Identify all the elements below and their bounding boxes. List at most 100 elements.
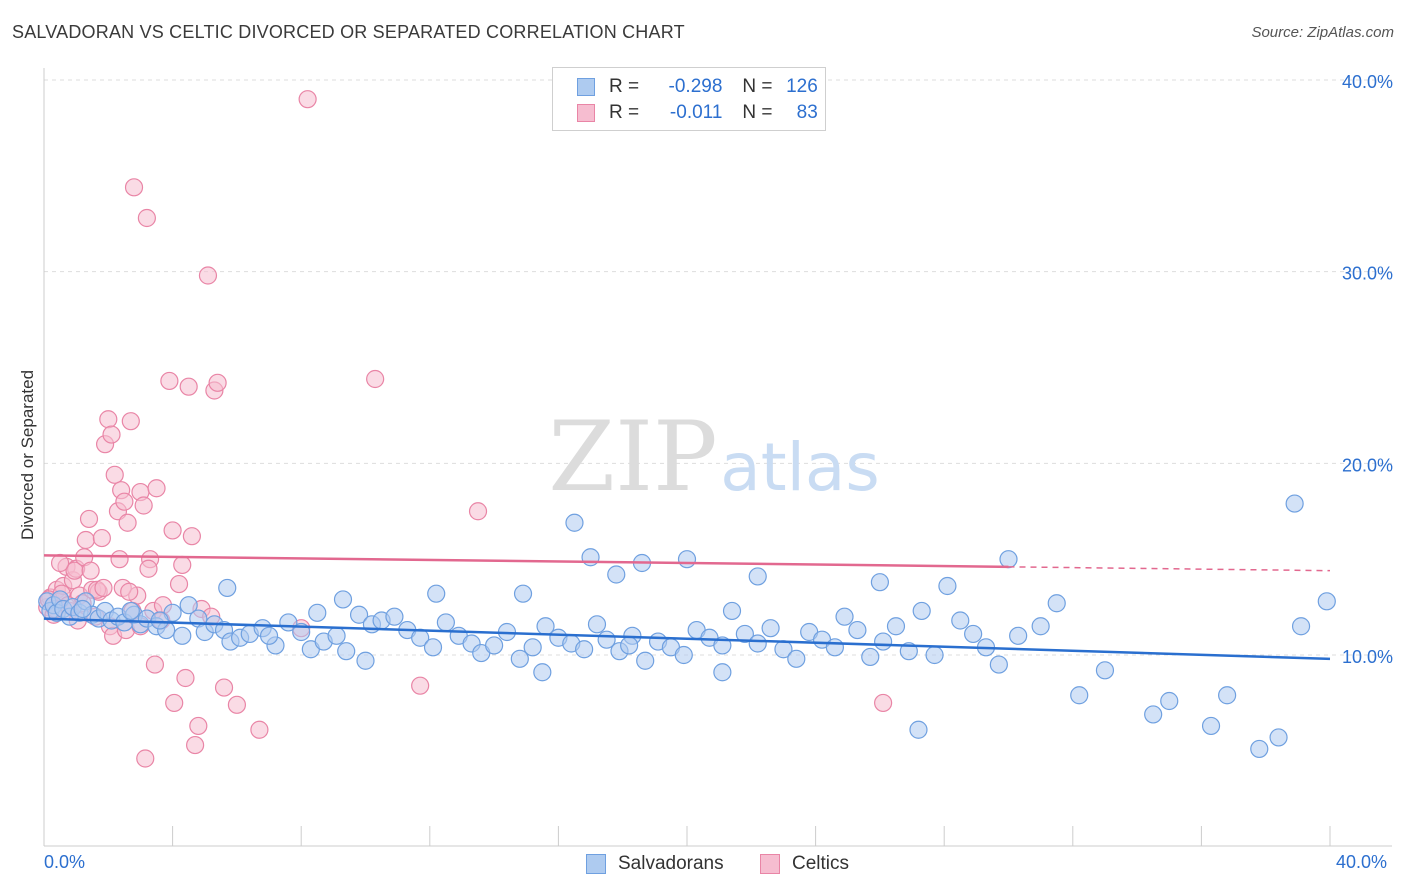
salvadorans-point (581, 548, 600, 567)
salvadorans-point (1031, 617, 1050, 636)
celtics-swatch (577, 104, 595, 122)
salvadorans-point (1009, 626, 1028, 645)
salvadorans-point (607, 565, 626, 584)
salvadorans-point (787, 649, 806, 668)
salvadorans-point (748, 634, 767, 653)
celtics-point (118, 513, 137, 532)
salvadorans-point (1047, 594, 1066, 613)
salvadorans-points (38, 494, 1336, 759)
celtics-point (121, 412, 140, 431)
salvadorans-point (150, 611, 169, 630)
salvadorans-point (1218, 686, 1237, 705)
salvadorans-swatch (586, 854, 606, 874)
celtics-trend-line (43, 554, 1009, 569)
celtics-point (179, 377, 198, 396)
salvadorans-point (861, 647, 880, 667)
celtics-point (176, 668, 195, 688)
salvadorans-point (1250, 739, 1269, 759)
grid-lines (44, 79, 1392, 656)
salvadorans-point (587, 615, 607, 634)
salvadorans-point (835, 607, 854, 626)
celtics-point (110, 550, 129, 569)
celtics-point (79, 509, 99, 529)
celtics-point (76, 530, 95, 550)
salvadorans-point (989, 655, 1008, 674)
celtics-point (163, 521, 182, 540)
salvadorans-point (179, 596, 198, 615)
celtics-point (298, 90, 317, 109)
celtics-point (208, 373, 227, 392)
salvadorans-point (575, 640, 594, 659)
r-value: -0.011 (669, 102, 723, 123)
salvadorans-point (674, 645, 693, 665)
salvadorans-point (938, 576, 957, 596)
n-value: 126 (786, 76, 818, 97)
celtics-point (120, 582, 139, 601)
salvadorans-point (620, 636, 639, 655)
celtics-point (124, 178, 144, 197)
celtics-point (214, 678, 234, 697)
salvadorans-point (337, 642, 356, 661)
source-label: Source: ZipAtlas.com (1251, 24, 1394, 41)
y-tick-label: 20.0% (1342, 455, 1393, 475)
salvadorans-point (925, 645, 944, 665)
celtics-point (366, 369, 385, 389)
salvadorans-point (636, 651, 655, 670)
celtics-point (102, 425, 121, 444)
salvadorans-trend-line (43, 617, 1331, 661)
legend-row-salvadorans: R = -0.298 N = 126 (577, 76, 818, 98)
celtics-point (115, 492, 134, 511)
celtics-point (134, 496, 153, 515)
celtics-point (198, 266, 218, 285)
celtics-point (874, 693, 893, 713)
salvadorans-point (423, 638, 443, 657)
r-label: R = (609, 76, 640, 97)
salvadorans-point (121, 601, 140, 621)
salvadorans-point (1144, 705, 1163, 724)
legend-item-celtics[interactable]: Celtics (760, 852, 849, 876)
legend-item-salvadorans[interactable]: Salvadorans (586, 852, 724, 876)
salvadorans-point (748, 567, 767, 586)
celtics-point (81, 561, 100, 580)
salvadorans-point (523, 638, 542, 657)
n-label: N = (742, 102, 773, 123)
salvadorans-point (1201, 716, 1221, 736)
watermark-atlas: atlas (720, 429, 880, 506)
salvadorans-point (173, 626, 192, 645)
salvadorans-point (513, 584, 533, 603)
celtics-point (50, 553, 70, 573)
salvadorans-point (1269, 728, 1288, 747)
celtics-points (38, 90, 893, 768)
salvadorans-point (951, 611, 970, 630)
celtics-point (468, 502, 488, 521)
celtics-point (182, 527, 201, 546)
chart-title: SALVADORAN VS CELTIC DIVORCED OR SEPARAT… (12, 22, 685, 42)
x-tick-label-max: 40.0% (1336, 852, 1388, 872)
salvadorans-point (1070, 686, 1089, 705)
celtics-trend-extension (1008, 566, 1331, 572)
r-label: R = (609, 102, 640, 123)
n-value: 83 (796, 102, 818, 123)
salvadorans-point (964, 624, 983, 644)
salvadorans-point (677, 550, 697, 569)
celtics-point (411, 676, 430, 695)
salvadorans-point (308, 603, 327, 622)
celtics-point (99, 410, 118, 429)
celtics-point (165, 693, 184, 713)
r-value: -0.298 (668, 76, 723, 97)
salvadorans-point (333, 590, 353, 609)
celtics-point (137, 208, 156, 228)
legend-label-salvadorans: Salvadorans (618, 853, 724, 874)
celtics-point (186, 735, 205, 755)
salvadorans-point (1285, 494, 1304, 513)
salvadorans-point (735, 624, 754, 644)
salvadorans-point (1095, 661, 1115, 680)
salvadorans-point (259, 626, 279, 645)
legend-label-celtics: Celtics (792, 853, 850, 874)
celtics-point (145, 655, 165, 674)
salvadorans-point (722, 601, 742, 621)
salvadorans-point (909, 720, 928, 739)
salvadorans-point (1291, 617, 1311, 636)
celtics-point (169, 574, 189, 594)
